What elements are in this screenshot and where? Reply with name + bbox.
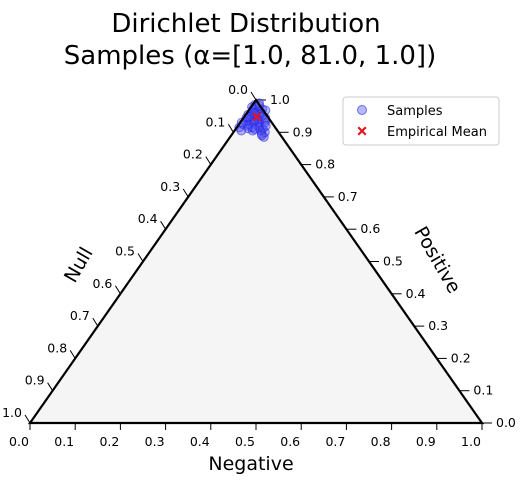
left-tick [24, 414, 31, 424]
left-tick [92, 317, 99, 327]
right-tick-label: 0.6 [360, 221, 380, 236]
left-tick [250, 91, 257, 101]
legend-samples-label: Samples [387, 104, 443, 119]
right-axis-ticks: 0.0 0.1 0.2 0.3 0.4 0.5 0.6 0.7 0.8 0.9 1.0 [256, 92, 516, 430]
left-axis-ticks: 0.0 0.1 0.2 0.3 0.4 0.5 0.6 0.7 0.8 0.9 1.0 [2, 82, 257, 424]
sample-point [243, 123, 253, 134]
bottom-tick-label: 0.6 [280, 434, 300, 449]
right-tick-label: 0.4 [406, 286, 426, 301]
right-tick-label: 0.0 [496, 415, 516, 430]
chart-title-line2: Samples (α=[1.0, 81.0, 1.0]) [64, 41, 436, 71]
bottom-tick-label: 0.7 [325, 434, 345, 449]
legend: Samples Empirical Mean [342, 96, 500, 146]
empirical-mean-marker [252, 112, 262, 122]
left-tick [205, 156, 212, 165]
left-tick-label: 0.3 [160, 179, 180, 194]
left-tick-label: 0.1 [206, 114, 226, 129]
right-tick-label: 0.7 [338, 189, 358, 204]
bottom-tick-label: 0.3 [145, 434, 165, 449]
left-tick [227, 124, 234, 133]
legend-mean-marker [357, 126, 367, 136]
left-tick-label: 1.0 [2, 405, 22, 420]
left-tick [114, 285, 121, 295]
bottom-tick-label: 0.2 [99, 434, 119, 449]
mean-series [252, 112, 262, 122]
right-tick-label: 1.0 [270, 92, 290, 107]
left-tick-label: 0.2 [183, 147, 203, 162]
left-tick-label: 0.8 [47, 340, 67, 355]
sample-point [261, 121, 271, 131]
bottom-tick-label: 0.4 [190, 434, 210, 449]
right-tick-label: 0.8 [315, 157, 335, 172]
bottom-tick-label: 1.0 [461, 434, 481, 449]
legend-box [342, 96, 500, 146]
bottom-tick-label: 0.9 [416, 434, 436, 449]
ternary-triangle-outline [27, 98, 485, 425]
left-tick-label: 0.7 [70, 308, 90, 323]
left-tick [160, 220, 167, 230]
right-tick-label: 0.1 [473, 383, 493, 398]
right-tick-label: 0.2 [451, 350, 471, 365]
right-tick-label: 0.3 [428, 318, 448, 333]
bottom-axis-title: Negative [208, 453, 293, 475]
ternary-plot-area [30, 100, 482, 423]
left-tick-label: 0.6 [93, 276, 113, 291]
left-tick-label: 0.9 [25, 373, 45, 388]
bottom-axis-ticks: 0.0 0.1 0.2 0.3 0.4 0.5 0.6 0.7 0.8 0.9 1.0 [9, 423, 483, 449]
legend-mean-label: Empirical Mean [387, 125, 487, 140]
left-tick-label: 0.4 [138, 211, 158, 226]
left-tick [69, 350, 76, 359]
left-tick [137, 253, 144, 262]
left-tick [47, 382, 54, 391]
bottom-tick-label: 0.5 [235, 434, 255, 449]
left-tick [182, 188, 189, 198]
bottom-tick-label: 0.8 [371, 434, 391, 449]
left-tick-label: 0.5 [115, 244, 135, 259]
legend-samples-marker [357, 105, 367, 115]
chart-title-line1: Dirichlet Distribution [111, 9, 380, 39]
right-tick-label: 0.5 [383, 254, 403, 269]
left-tick-label: 0.0 [228, 82, 248, 97]
bottom-tick-label: 0.0 [9, 434, 29, 449]
right-tick-label: 0.9 [293, 124, 313, 139]
sample-point [257, 130, 267, 141]
bottom-tick-label: 0.1 [54, 434, 74, 449]
